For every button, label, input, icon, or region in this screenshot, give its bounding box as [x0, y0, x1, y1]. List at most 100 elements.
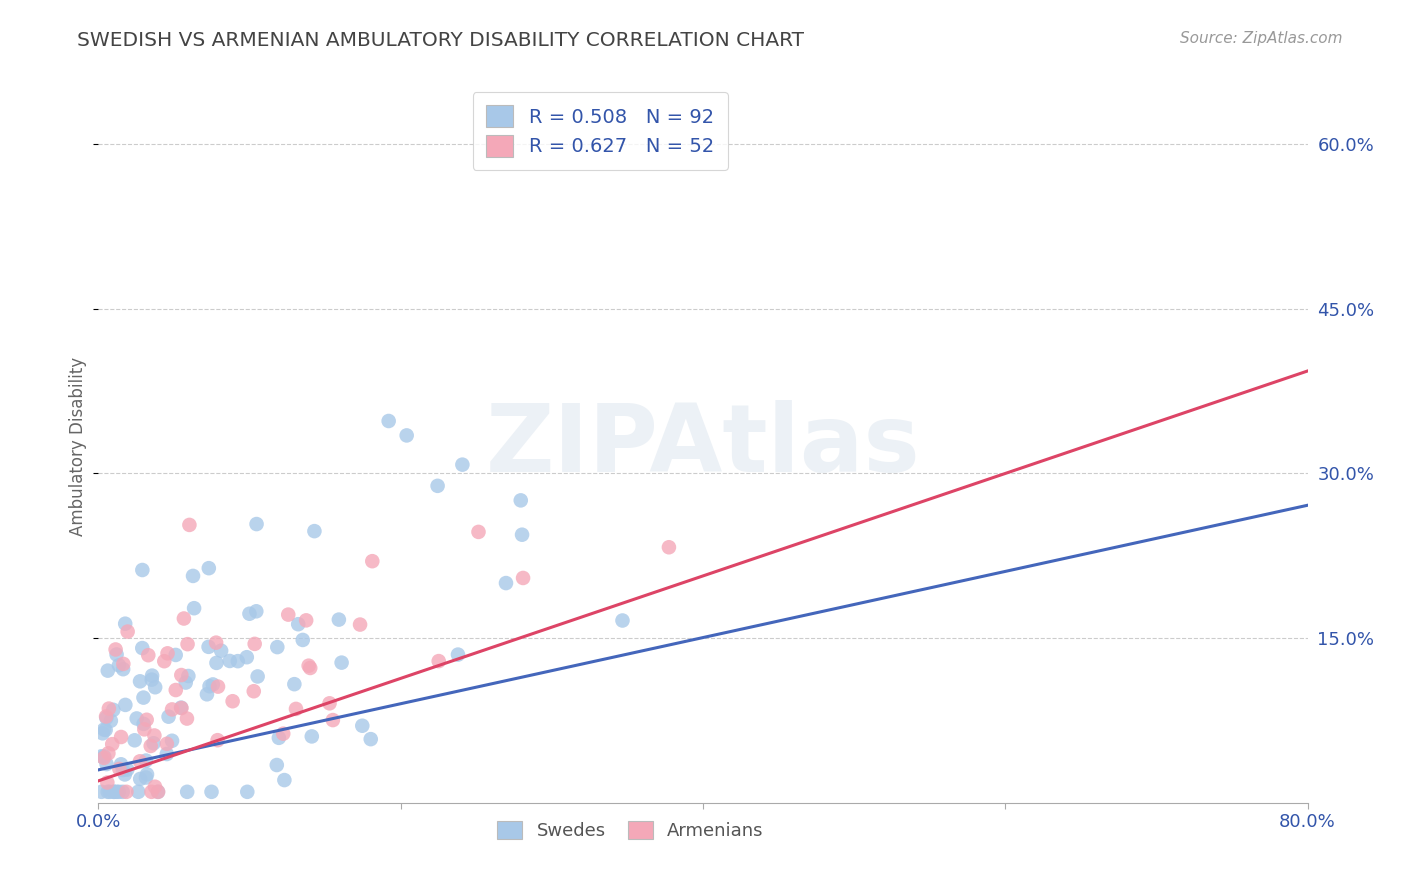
Point — [157, 709, 180, 723]
Point — [114, 767, 136, 781]
Y-axis label: Ambulatory Disability: Ambulatory Disability — [69, 357, 87, 535]
Point — [156, 646, 179, 660]
Point — [160, 733, 183, 747]
Point — [146, 785, 169, 799]
Point — [103, 785, 125, 799]
Point — [156, 747, 179, 761]
Point — [200, 785, 222, 799]
Point — [103, 785, 125, 799]
Point — [246, 669, 269, 683]
Point — [207, 680, 229, 694]
Point — [134, 723, 156, 737]
Point — [97, 785, 120, 799]
Point — [245, 517, 267, 532]
Point — [114, 698, 136, 712]
Point — [287, 617, 309, 632]
Point — [142, 736, 165, 750]
Point — [90, 785, 112, 799]
Point — [201, 677, 224, 691]
Point — [173, 611, 195, 625]
Point — [96, 711, 118, 725]
Point — [100, 714, 122, 728]
Point — [108, 785, 131, 799]
Point — [205, 635, 228, 649]
Point — [176, 712, 198, 726]
Point — [93, 749, 115, 764]
Point — [349, 617, 371, 632]
Point — [322, 713, 344, 727]
Point — [112, 657, 135, 671]
Point — [205, 656, 228, 670]
Point — [295, 613, 318, 627]
Point — [291, 632, 314, 647]
Point — [170, 668, 193, 682]
Point — [105, 648, 128, 662]
Point — [298, 658, 321, 673]
Point — [510, 527, 533, 541]
Point — [218, 654, 240, 668]
Point — [93, 723, 115, 737]
Point — [176, 785, 198, 799]
Point — [110, 730, 132, 744]
Point — [135, 713, 157, 727]
Point — [97, 746, 120, 760]
Point — [127, 785, 149, 799]
Point — [103, 703, 125, 717]
Point — [90, 749, 112, 764]
Point — [181, 569, 204, 583]
Point — [111, 763, 134, 777]
Point — [304, 524, 326, 538]
Point — [125, 711, 148, 725]
Point — [98, 785, 121, 799]
Point — [283, 677, 305, 691]
Point — [156, 737, 179, 751]
Point — [94, 709, 117, 723]
Point — [451, 458, 474, 472]
Point — [285, 702, 308, 716]
Point — [101, 737, 124, 751]
Point — [165, 683, 187, 698]
Point — [361, 554, 384, 568]
Point — [129, 754, 152, 768]
Point — [96, 775, 118, 789]
Point — [104, 642, 127, 657]
Point — [143, 729, 166, 743]
Point — [267, 731, 290, 745]
Point — [176, 637, 198, 651]
Point — [131, 641, 153, 656]
Point — [112, 662, 135, 676]
Point — [352, 719, 374, 733]
Point — [136, 767, 159, 781]
Text: SWEDISH VS ARMENIAN AMBULATORY DISABILITY CORRELATION CHART: SWEDISH VS ARMENIAN AMBULATORY DISABILIT… — [77, 31, 804, 50]
Point — [277, 607, 299, 622]
Point — [135, 754, 157, 768]
Point — [183, 601, 205, 615]
Point — [143, 680, 166, 694]
Point — [226, 654, 249, 668]
Point — [131, 563, 153, 577]
Point — [330, 656, 353, 670]
Point — [301, 730, 323, 744]
Point — [146, 785, 169, 799]
Point — [165, 648, 187, 662]
Point — [658, 541, 681, 555]
Point — [170, 700, 193, 714]
Point — [117, 624, 139, 639]
Point — [141, 668, 163, 682]
Point — [174, 675, 197, 690]
Point — [236, 650, 259, 665]
Point — [141, 785, 163, 799]
Point — [97, 664, 120, 678]
Point — [117, 763, 139, 777]
Point — [132, 690, 155, 705]
Point — [512, 571, 534, 585]
Point — [266, 640, 288, 654]
Point — [129, 674, 152, 689]
Point — [318, 696, 340, 710]
Point — [153, 654, 176, 668]
Point — [509, 493, 531, 508]
Point — [135, 771, 157, 785]
Point — [328, 613, 350, 627]
Text: ZIPAtlas: ZIPAtlas — [485, 400, 921, 492]
Point — [612, 614, 634, 628]
